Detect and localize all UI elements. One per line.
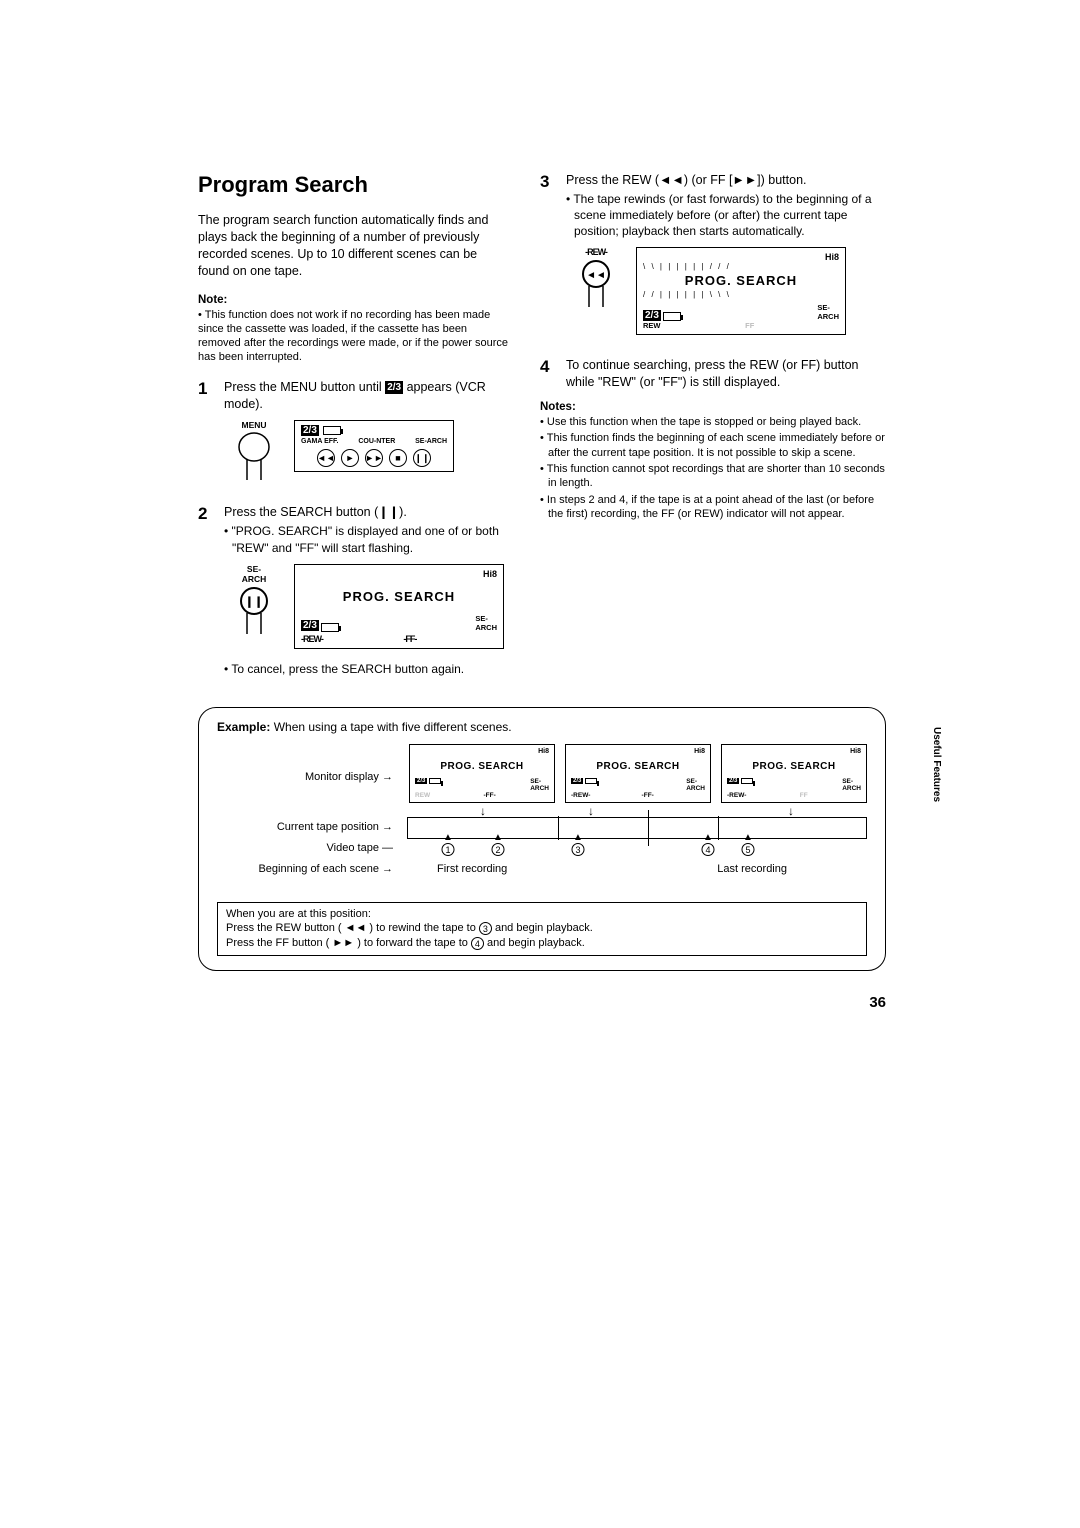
se-arch-label: SE- ARCH (475, 614, 497, 632)
note-item: This function cannot spot recordings tha… (540, 462, 886, 491)
section-label: Useful Features (931, 727, 942, 802)
gama-label: GAMA EFF. (301, 438, 338, 445)
hand-icon: ❙❙ (232, 584, 276, 636)
mini-lcd-1: Hi8 PROG. SEARCH 2/3 SE- ARCH REW-FF- (409, 744, 555, 803)
pause-icon: ❙❙ (413, 449, 431, 467)
page-title: Program Search (198, 172, 508, 198)
page-number: 36 (869, 994, 886, 1011)
intro-text: The program search function automaticall… (198, 212, 508, 280)
rew-indicator: -REW- (301, 634, 323, 644)
svg-text:◄◄: ◄◄ (586, 270, 606, 281)
rew-hand-label: -REW- (585, 247, 607, 257)
step-number: 2 (198, 504, 224, 676)
hi8-label: Hi8 (643, 252, 839, 262)
step-2-text: Press the SEARCH button (❙❙). (224, 504, 508, 521)
first-recording-label: First recording (437, 863, 507, 875)
svg-text:❙❙: ❙❙ (245, 596, 263, 608)
last-recording-label: Last recording (717, 863, 787, 875)
video-tape-label: Video tape — (217, 838, 393, 859)
rew-indicator: REW (643, 321, 661, 330)
step-number: 1 (198, 379, 224, 495)
note-item: Use this function when the tape is stopp… (540, 415, 886, 429)
note-item: This function finds the beginning of eac… (540, 431, 886, 460)
step-3: 3 Press the REW (◄◄) (or FF [►►]) button… (540, 172, 886, 347)
stop-icon: ■ (389, 449, 407, 467)
step-2: 2 Press the SEARCH button (❙❙). "PROG. S… (198, 504, 508, 676)
battery-icon (323, 426, 341, 435)
mini-lcd-3: Hi8 PROG. SEARCH 2/3 SE- ARCH -REW-FF (721, 744, 867, 803)
step-4-text: To continue searching, press the REW (or… (566, 357, 886, 391)
prog-search-title: PROG. SEARCH (643, 273, 839, 288)
mini-lcd-2: Hi8 PROG. SEARCH 2/3 SE- ARCH -REW--FF- (565, 744, 711, 803)
note-body: • This function does not work if no reco… (198, 308, 508, 365)
play-icon: ► (341, 449, 359, 467)
se-arch-label: SE- ARCH (817, 303, 839, 321)
arrow-down-icon: ↓ (788, 804, 794, 818)
notes-list: Use this function when the tape is stopp… (540, 415, 886, 521)
when-box: When you are at this position: Press the… (217, 902, 867, 957)
step-4: 4 To continue searching, press the REW (… (540, 357, 886, 391)
note-item: In steps 2 and 4, if the tape is at a po… (540, 493, 886, 522)
example-heading: Example: When using a tape with five dif… (217, 720, 867, 734)
rew-icon: ◄◄ (317, 449, 335, 467)
step-3-diagram: -REW- ◄◄ Hi8 \ \ | | | | | | / / / (566, 247, 886, 335)
step-number: 3 (540, 172, 566, 347)
mode-badge-icon: 2/3 (301, 425, 319, 436)
mode-badge: 2/3 (385, 381, 403, 395)
ff-indicator: -FF- (403, 634, 416, 644)
notes-heading: Notes: (540, 401, 886, 413)
example-box: Example: When using a tape with five dif… (198, 707, 886, 971)
prog-search-title: PROG. SEARCH (301, 589, 497, 604)
hand-icon: ◄◄ (574, 257, 618, 309)
note-heading: Note: (198, 294, 508, 306)
tape-rect: ↓ ↓ ↓ ▲1 ▲2 ▲3 ▲4 ▲5 (407, 817, 867, 839)
counter-label: COU-NTER (358, 438, 395, 445)
step-3-sub: The tape rewinds (or fast forwards) to t… (566, 191, 886, 240)
search-label: SE-ARCH (415, 438, 447, 445)
monitor-display-label: Monitor display → (217, 767, 393, 788)
ff-icon: ►► (365, 449, 383, 467)
step-2-sub: "PROG. SEARCH" is displayed and one of o… (224, 523, 508, 555)
step-2-diagram: SE- ARCH ❙❙ Hi8 PROG. SEARCH (224, 564, 508, 649)
step-2-cancel: To cancel, press the SEARCH button again… (224, 661, 508, 677)
current-pos-label: Current tape position → (217, 817, 393, 838)
arrow-down-icon: ↓ (480, 804, 486, 818)
step-1-diagram: MENU 2/3 (224, 420, 508, 482)
ff-indicator-dim: FF (745, 321, 754, 330)
arrow-down-icon: ↓ (588, 804, 594, 818)
hand-icon (232, 430, 276, 482)
search-hand-label: SE- ARCH (242, 564, 267, 584)
hi8-label: Hi8 (301, 569, 497, 579)
scene-begin-label: Beginning of each scene → (217, 859, 393, 880)
step-3-text: Press the REW (◄◄) (or FF [►►]) button. (566, 172, 886, 189)
step-1-text: Press the MENU button until 2/3 appears … (224, 379, 508, 413)
step-number: 4 (540, 357, 566, 391)
step-1: 1 Press the MENU button until 2/3 appear… (198, 379, 508, 495)
menu-label: MENU (241, 420, 266, 430)
